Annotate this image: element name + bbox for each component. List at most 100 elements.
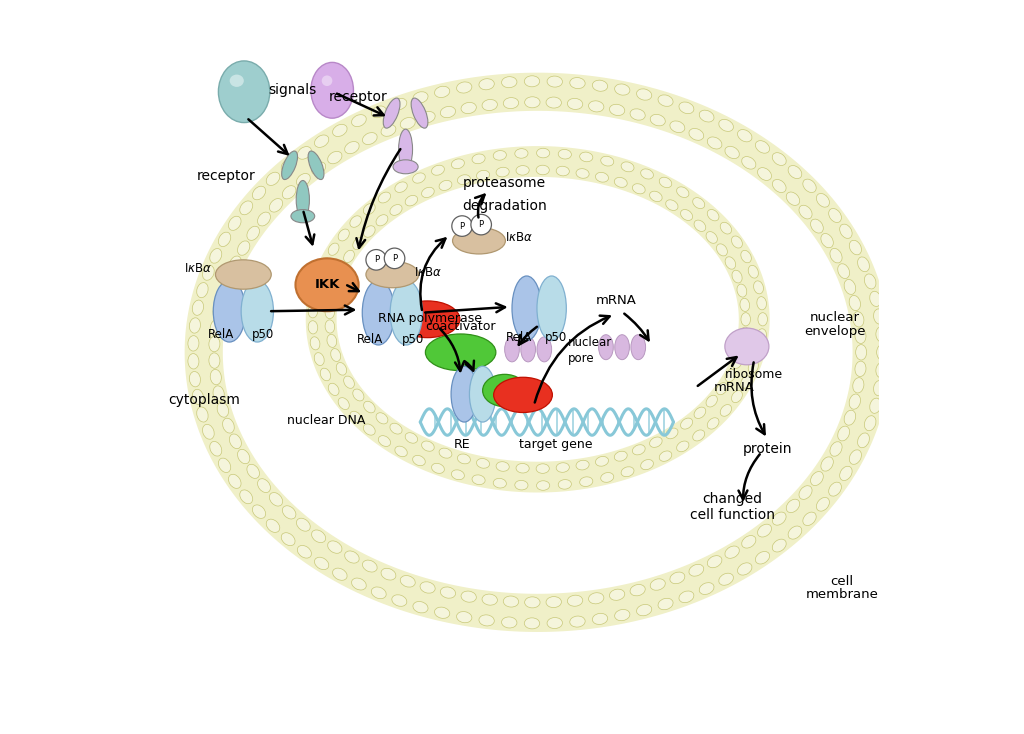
Ellipse shape	[321, 368, 331, 381]
Text: nuclear DNA: nuclear DNA	[287, 414, 366, 427]
Ellipse shape	[406, 432, 418, 443]
Ellipse shape	[737, 341, 746, 355]
Circle shape	[452, 216, 472, 236]
Ellipse shape	[321, 258, 331, 270]
Ellipse shape	[677, 441, 689, 451]
Ellipse shape	[308, 321, 317, 334]
Ellipse shape	[209, 336, 220, 352]
Ellipse shape	[857, 433, 869, 448]
Ellipse shape	[390, 424, 402, 434]
Ellipse shape	[849, 240, 861, 255]
Ellipse shape	[395, 301, 460, 338]
Ellipse shape	[494, 479, 507, 488]
Ellipse shape	[482, 374, 526, 407]
Ellipse shape	[189, 318, 201, 333]
Ellipse shape	[577, 460, 589, 470]
Ellipse shape	[737, 563, 752, 575]
Ellipse shape	[732, 270, 742, 283]
Ellipse shape	[381, 568, 396, 580]
Ellipse shape	[472, 475, 485, 484]
Ellipse shape	[816, 194, 829, 207]
Ellipse shape	[641, 459, 653, 470]
Ellipse shape	[725, 369, 735, 382]
Ellipse shape	[758, 524, 771, 537]
Ellipse shape	[670, 572, 685, 584]
Ellipse shape	[469, 366, 496, 422]
Ellipse shape	[400, 575, 416, 587]
Ellipse shape	[413, 455, 425, 465]
Ellipse shape	[482, 100, 498, 111]
Ellipse shape	[439, 448, 452, 458]
Ellipse shape	[187, 354, 199, 369]
Ellipse shape	[297, 545, 311, 558]
Ellipse shape	[740, 250, 752, 263]
Ellipse shape	[650, 115, 666, 126]
Ellipse shape	[569, 78, 585, 89]
Ellipse shape	[266, 519, 280, 532]
Ellipse shape	[601, 156, 613, 166]
Ellipse shape	[218, 61, 269, 123]
Ellipse shape	[452, 366, 477, 422]
Ellipse shape	[637, 605, 651, 616]
Ellipse shape	[873, 380, 885, 396]
Ellipse shape	[838, 264, 850, 278]
Ellipse shape	[708, 418, 719, 429]
Ellipse shape	[737, 284, 746, 297]
Ellipse shape	[658, 598, 673, 610]
Ellipse shape	[537, 481, 550, 490]
Ellipse shape	[434, 87, 450, 98]
Ellipse shape	[725, 146, 739, 159]
Ellipse shape	[209, 353, 220, 368]
Ellipse shape	[853, 378, 864, 393]
Ellipse shape	[269, 493, 283, 506]
Ellipse shape	[453, 228, 506, 254]
Text: RelA: RelA	[208, 328, 234, 341]
Ellipse shape	[601, 473, 613, 482]
Ellipse shape	[372, 587, 386, 599]
Ellipse shape	[708, 209, 719, 221]
Ellipse shape	[189, 371, 201, 387]
Text: receptor: receptor	[197, 169, 255, 184]
Ellipse shape	[757, 329, 766, 342]
Ellipse shape	[325, 320, 335, 333]
Circle shape	[471, 214, 492, 235]
Text: I$\kappa$B$\alpha$: I$\kappa$B$\alpha$	[184, 262, 213, 275]
Ellipse shape	[828, 208, 842, 222]
Text: membrane: membrane	[806, 588, 879, 601]
Ellipse shape	[345, 142, 359, 153]
Ellipse shape	[503, 98, 519, 109]
Text: target gene: target gene	[519, 437, 593, 451]
Ellipse shape	[821, 457, 834, 471]
Ellipse shape	[197, 407, 208, 422]
Ellipse shape	[258, 212, 270, 226]
Ellipse shape	[213, 304, 224, 319]
Ellipse shape	[376, 214, 388, 226]
Ellipse shape	[754, 281, 764, 294]
Ellipse shape	[431, 463, 444, 473]
Ellipse shape	[614, 178, 628, 187]
Ellipse shape	[461, 591, 476, 602]
Ellipse shape	[440, 106, 456, 117]
Ellipse shape	[512, 276, 542, 341]
Ellipse shape	[844, 410, 856, 425]
Text: signals: signals	[268, 83, 316, 98]
Ellipse shape	[351, 578, 367, 590]
Ellipse shape	[757, 297, 766, 310]
Ellipse shape	[353, 238, 364, 250]
Ellipse shape	[614, 335, 630, 360]
Ellipse shape	[580, 477, 593, 487]
Ellipse shape	[362, 280, 394, 345]
Ellipse shape	[296, 258, 358, 311]
Ellipse shape	[694, 407, 706, 418]
Ellipse shape	[376, 413, 388, 424]
Ellipse shape	[741, 156, 756, 169]
Text: ribosome: ribosome	[725, 368, 783, 381]
Ellipse shape	[786, 192, 800, 206]
Ellipse shape	[502, 617, 517, 628]
Ellipse shape	[406, 195, 418, 206]
Ellipse shape	[325, 305, 335, 319]
Ellipse shape	[537, 464, 549, 473]
Ellipse shape	[708, 137, 722, 149]
Ellipse shape	[351, 115, 367, 126]
Ellipse shape	[252, 505, 265, 518]
